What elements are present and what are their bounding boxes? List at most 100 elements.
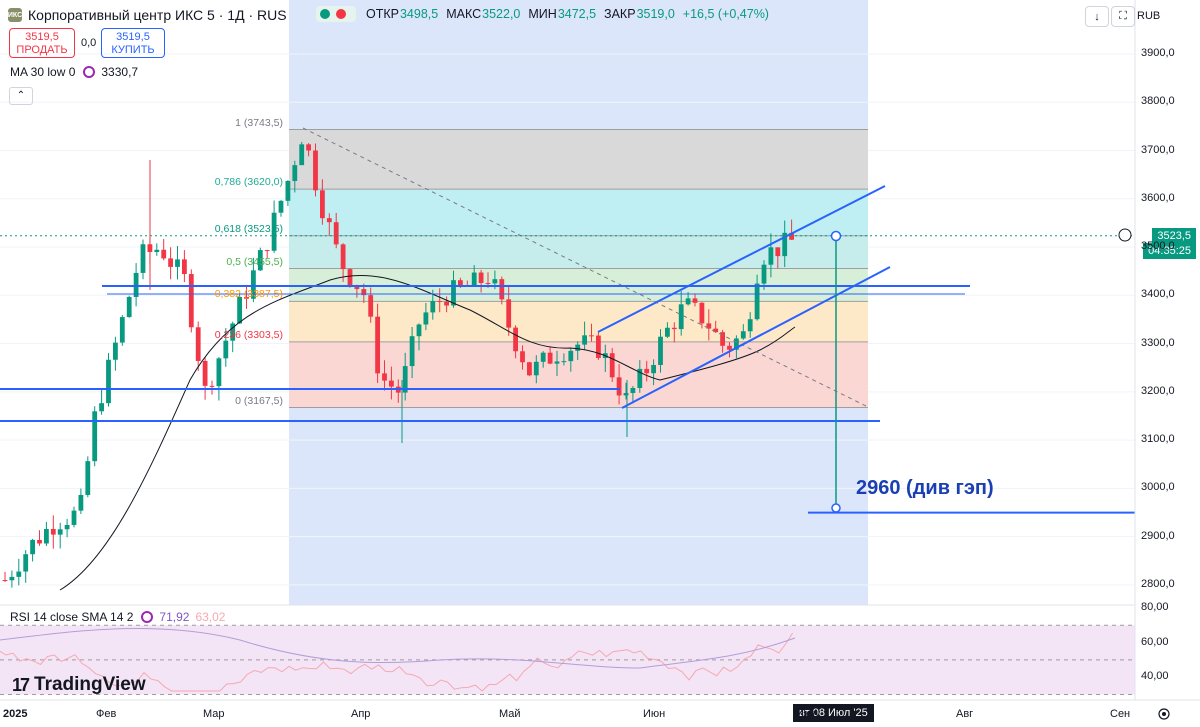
candle-body (596, 335, 601, 358)
visibility-toggle[interactable] (316, 6, 356, 22)
collapse-legend-icon[interactable]: ⌃ (9, 87, 33, 105)
fib-level-label: 0,5 (3455,5) (226, 255, 283, 268)
price-axis-label: 3400,0 (1141, 288, 1175, 301)
candle-body (361, 289, 367, 296)
candle-body (747, 319, 753, 332)
candle-body (50, 528, 56, 535)
candle-body (306, 144, 311, 151)
candle-body (616, 377, 622, 396)
spread-value: 0,0 (81, 37, 97, 49)
candle-body (264, 250, 270, 252)
sell-label: ПРОДАТЬ (16, 44, 68, 56)
candle-body (451, 280, 456, 306)
tradingview-logo-text: TradingView (34, 674, 146, 695)
candle-body (727, 345, 732, 350)
candle-body (2, 580, 8, 582)
candle-body (326, 218, 332, 223)
dividend-gap-label: 2960 (див гэп) (856, 477, 994, 499)
price-axis-label: 3900,0 (1141, 47, 1175, 59)
candle-body (692, 298, 698, 303)
candle-body (740, 331, 746, 339)
candle-body (71, 510, 77, 525)
candle-body (85, 461, 91, 495)
candle-body (182, 259, 187, 275)
price-axis-label: 2800,0 (1141, 577, 1175, 590)
sell-button[interactable]: 3519,5 ПРОДАТЬ (9, 28, 75, 58)
time-axis-label: Апр (351, 708, 371, 720)
ma-legend-value: 3330,7 (101, 65, 139, 79)
candle-body (126, 296, 132, 318)
candle-body (651, 364, 656, 374)
candle-body (547, 352, 553, 364)
settings-gear-icon (1158, 708, 1170, 720)
time-axis-label: Июл (796, 708, 819, 720)
open-label: ОТКР (366, 7, 399, 21)
candle-body (568, 350, 574, 362)
settings-gear-icon-center (1162, 712, 1166, 716)
fullscreen-icon[interactable]: ⛶ (1111, 6, 1135, 27)
candle-body (9, 576, 15, 581)
add-alert-icon (1118, 228, 1132, 242)
ma-settings-icon[interactable] (83, 66, 96, 78)
moving-average-line (59, 274, 796, 591)
candle-body (685, 298, 691, 305)
buy-label: КУПИТЬ (111, 44, 155, 56)
candle-body (119, 317, 125, 343)
candle-body (99, 403, 104, 412)
rsi-axis-label: 80,00 (1141, 601, 1169, 613)
close-value: 3519,0 (636, 7, 675, 21)
candle-body (389, 380, 394, 387)
candle-body (423, 312, 429, 325)
currency-selector[interactable]: RUB (1137, 6, 1193, 25)
candle-body (16, 571, 22, 577)
candle-body (382, 373, 387, 381)
rsi-sma-value: 63,02 (195, 610, 226, 624)
candle-body (23, 554, 29, 572)
high-value: 3522,0 (482, 7, 521, 21)
candle-body (113, 342, 118, 360)
candle-body (57, 529, 63, 535)
price-axis-label: 3200,0 (1141, 384, 1175, 397)
candle-body (789, 232, 794, 240)
open-value: 3498,5 (399, 7, 439, 21)
candle-body (78, 494, 84, 511)
symbol-logo-icon[interactable]: ИКС (8, 8, 22, 22)
candle-body (195, 327, 201, 361)
candle-body (37, 539, 42, 544)
price-axis-label: 3100,0 (1141, 433, 1175, 446)
sell-price: 3519,5 (25, 31, 59, 43)
time-axis-label: Мар (203, 708, 225, 720)
candle-body (630, 387, 636, 394)
price-axis-label: 2900,0 (1141, 529, 1175, 542)
buy-price: 3519,5 (116, 31, 150, 43)
candle-body (209, 385, 215, 387)
symbol-title[interactable]: Корпоративный центр ИКС 5 · 1Д · RUS (28, 7, 287, 23)
rsi-legend-label: RSI 14 close SMA 14 2 (10, 610, 134, 624)
candle-body (782, 232, 788, 257)
rsi-legend[interactable]: RSI 14 close SMA 14 2 71,92 63,02 (10, 610, 225, 624)
candle-body (734, 338, 739, 350)
rsi-settings-icon[interactable] (141, 611, 154, 623)
candle-body (30, 539, 35, 555)
candle-body (368, 295, 374, 317)
ohlc-values: ОТКР 3498,5 МАКС 3522,0 МИН 3472,5 ЗАКР … (316, 6, 777, 22)
candle-body (140, 244, 146, 273)
candle-body (768, 247, 774, 265)
candle-body (154, 249, 160, 253)
candle-body (251, 270, 256, 299)
fib-level-label: 0 (3167,5) (235, 394, 283, 407)
candle-body (575, 344, 581, 351)
candle-body (409, 336, 415, 367)
rsi-line (0, 632, 794, 692)
buy-button[interactable]: 3519,5 КУПИТЬ (101, 28, 165, 58)
ma-legend[interactable]: MA 30 low 0 3330,7 (10, 65, 138, 79)
candle-body (561, 361, 567, 363)
candle-body (678, 304, 684, 330)
download-arrow-icon[interactable]: ↓ (1085, 6, 1109, 27)
candle-body (458, 280, 463, 286)
candle-body (699, 302, 705, 324)
rsi-value: 71,92 (159, 610, 190, 624)
candle-body (216, 358, 222, 387)
tradingview-logo[interactable]: 17 TradingView (12, 674, 146, 696)
